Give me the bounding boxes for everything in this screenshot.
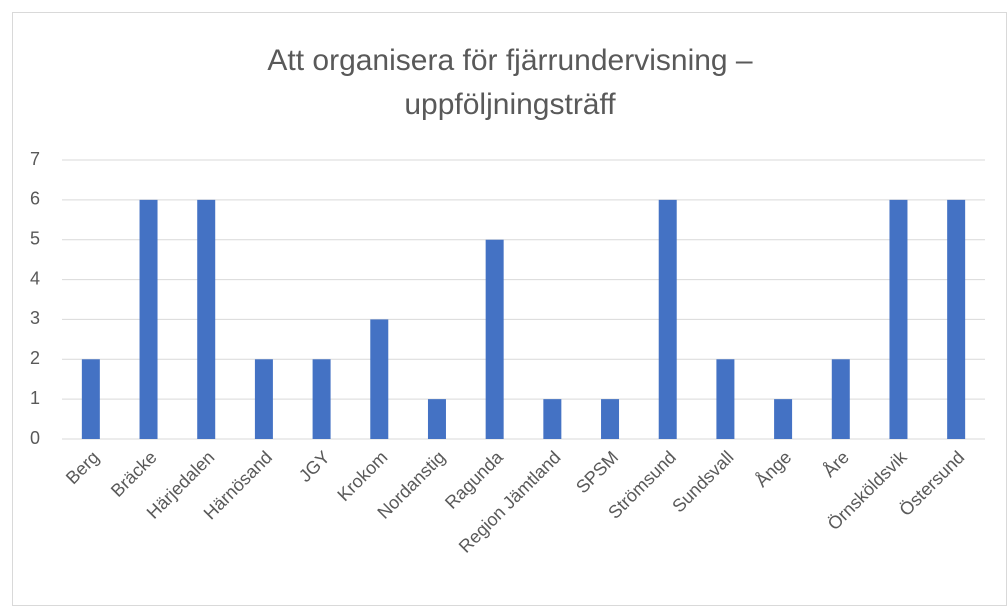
bar bbox=[312, 359, 331, 439]
y-tick-label: 6 bbox=[30, 189, 40, 209]
chart-border bbox=[12, 12, 1007, 606]
bar bbox=[947, 199, 966, 439]
chart-title: Att organisera för fjärrundervisning – bbox=[267, 44, 753, 77]
bar bbox=[831, 359, 850, 439]
bar bbox=[139, 199, 158, 439]
y-tick-label: 5 bbox=[30, 228, 40, 248]
y-tick-label: 1 bbox=[30, 388, 40, 408]
y-tick-label: 2 bbox=[30, 348, 40, 368]
bar bbox=[601, 399, 620, 439]
bar bbox=[658, 199, 677, 439]
bar bbox=[543, 399, 562, 439]
bar bbox=[81, 359, 100, 439]
bar bbox=[254, 359, 273, 439]
y-tick-label: 3 bbox=[30, 308, 40, 328]
bar bbox=[774, 399, 793, 439]
chart-title: uppföljningsträff bbox=[404, 88, 616, 121]
bar bbox=[889, 199, 908, 439]
bar bbox=[370, 319, 389, 439]
y-tick-label: 0 bbox=[30, 428, 40, 448]
y-tick-label: 4 bbox=[30, 268, 40, 288]
bar bbox=[427, 399, 446, 439]
bar bbox=[197, 199, 216, 439]
bar bbox=[485, 239, 504, 439]
bar bbox=[716, 359, 735, 439]
y-tick-label: 7 bbox=[30, 149, 40, 169]
